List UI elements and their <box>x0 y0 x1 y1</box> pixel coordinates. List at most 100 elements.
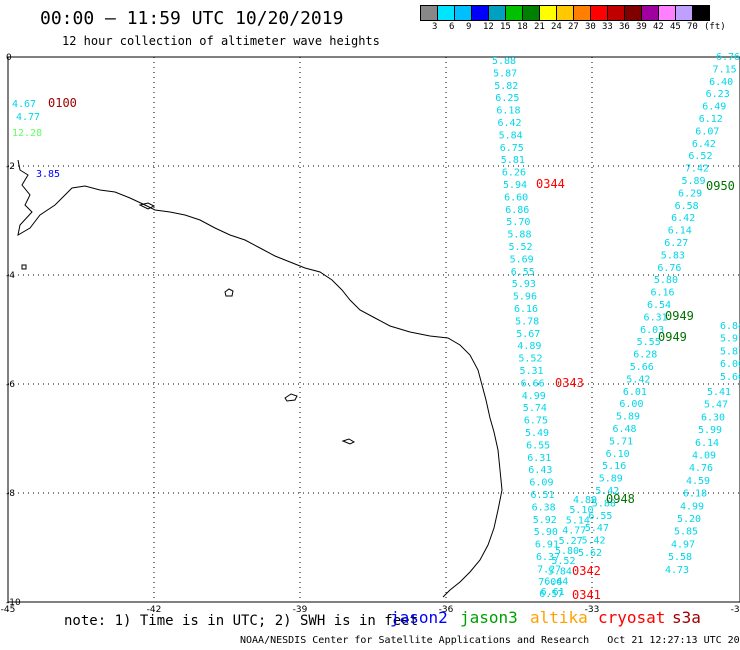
legend-label: 12 <box>483 22 494 32</box>
satellite-name-jason3: jason3 <box>460 608 518 627</box>
wave-height-value: 4.59 <box>686 476 710 487</box>
wave-height-value: 5.83 <box>661 250 685 261</box>
wave-height-value: 5.89 <box>616 412 640 423</box>
longitude-tick: -33 <box>585 605 600 615</box>
wave-height-value: 6.10 <box>606 449 630 460</box>
wave-height-value: 5.10 <box>569 505 593 516</box>
color-legend <box>420 5 710 21</box>
wave-height-value: 6.75 <box>524 416 548 427</box>
wave-height-value: 5.82 <box>494 81 518 92</box>
latitude-tick: -8 <box>6 489 15 499</box>
wave-height-value: 6.52 <box>688 151 712 162</box>
legend-swatch <box>574 5 591 21</box>
map-subtitle: 12 hour collection of altimeter wave hei… <box>62 34 380 48</box>
legend-label: 42 <box>653 22 664 32</box>
wave-height-value: 7.06 <box>538 577 562 588</box>
wave-height-value: 5.93 <box>512 279 536 290</box>
wave-height-value: 5.14 <box>566 515 590 526</box>
wave-height-value: 6.37 <box>536 552 560 563</box>
pass-time-label: 0100 <box>48 96 77 110</box>
wave-height-value: 4.99 <box>522 391 546 402</box>
legend-swatch <box>523 5 540 21</box>
wave-height-value: 6.43 <box>528 465 552 476</box>
wave-height-value: 6.29 <box>678 188 702 199</box>
wave-height-value: 6.55 <box>588 511 612 522</box>
wave-height-value: 6.00 <box>619 399 643 410</box>
wave-height-value: 5.20 <box>677 514 701 525</box>
island-5 <box>21 264 27 270</box>
wave-height-value: 5.87 <box>720 346 740 357</box>
wave-height-value: 4.99 <box>680 501 704 512</box>
legend-swatch <box>489 5 506 21</box>
wave-height-value: 6.30 <box>701 412 725 423</box>
legend-label: 45 <box>670 22 681 32</box>
wave-height-value: 5.41 <box>707 387 731 398</box>
wave-height-value: 6.54 <box>647 300 671 311</box>
wave-height-value: 4.97 <box>671 539 695 550</box>
legend-label: 18 <box>517 22 528 32</box>
legend-swatch <box>506 5 523 21</box>
wave-height-value: 6.25 <box>495 93 519 104</box>
wave-height-value: 5.84 <box>548 566 572 577</box>
wave-height-value: 6.55 <box>511 267 535 278</box>
wave-height-value: 5.88 <box>492 56 516 67</box>
latitude-tick: -10 <box>6 598 21 608</box>
wave-height-value: 5.80 <box>654 275 678 286</box>
legend-label: 36 <box>619 22 630 32</box>
wave-height-value: 6.76 <box>716 52 740 63</box>
wave-height-value: 6.14 <box>695 438 719 449</box>
legend-swatch <box>540 5 557 21</box>
wave-height-value: 5.80 <box>555 546 579 557</box>
latitude-tick: -4 <box>6 271 15 281</box>
legend-swatch <box>420 5 438 21</box>
wave-height-value: 6.75 <box>500 143 524 154</box>
wave-height-value: 4.67 <box>12 99 36 110</box>
longitude-tick: -30 <box>731 605 740 615</box>
pass-time-label: 0950 <box>706 179 735 193</box>
island-2 <box>284 393 298 402</box>
wave-height-value: 5.96 <box>513 292 537 303</box>
wave-height-value: 5.88 <box>507 230 531 241</box>
wave-height-value: 5.87 <box>493 68 517 79</box>
wave-height-value: 5.49 <box>525 428 549 439</box>
pass-time-label: 0949 <box>665 309 694 323</box>
wave-height-value: 6.38 <box>532 502 556 513</box>
wave-height-value: 5.89 <box>682 176 706 187</box>
wave-height-value: 6.42 <box>671 213 695 224</box>
wave-height-value: 3.85 <box>36 169 60 180</box>
wave-height-value: 6.14 <box>668 226 692 237</box>
satellite-name-altika: altika <box>530 608 588 627</box>
wave-height-value: 7.15 <box>713 64 737 75</box>
legend-label: 30 <box>585 22 596 32</box>
legend-label: 15 <box>500 22 511 32</box>
wave-height-value: 5.67 <box>516 329 540 340</box>
wave-height-value: 6.31 <box>527 453 551 464</box>
wave-height-value: 4.09 <box>692 451 716 462</box>
island-1 <box>224 288 234 297</box>
pass-time-label: 0343 <box>555 376 584 390</box>
legend-swatch <box>472 5 489 21</box>
longitude-tick: -42 <box>147 605 162 615</box>
wave-height-value: 5.62 <box>578 548 602 559</box>
latitude-tick: 0 <box>6 53 12 63</box>
wave-height-value: 5.74 <box>523 403 547 414</box>
wave-height-value: 6.18 <box>496 106 520 117</box>
legend-swatch <box>591 5 608 21</box>
pass-time-label: 0342 <box>572 564 601 578</box>
legend-label: 70 <box>687 22 698 32</box>
wave-height-value: 6.44 <box>544 577 568 588</box>
wave-height-value: 5.85 <box>674 527 698 538</box>
legend-swatch <box>438 5 455 21</box>
legend-label: 3 <box>432 22 438 32</box>
satellite-name-s3a: s3a <box>672 608 701 627</box>
legend-swatch <box>642 5 659 21</box>
pass-time-label: 0344 <box>536 177 565 191</box>
latitude-tick: -2 <box>6 162 15 172</box>
legend-label: 9 <box>466 22 472 32</box>
map-title: 00:00 – 11:59 UTC 10/20/2019 <box>40 8 344 29</box>
wave-height-value: 6.28 <box>633 350 657 361</box>
wave-height-value: 6.01 <box>623 387 647 398</box>
credit-line: NOAA/NESDIS Center for Satellite Applica… <box>240 635 740 646</box>
wave-height-value: 5.66 <box>720 372 740 383</box>
wave-height-value: 6.51 <box>531 490 555 501</box>
